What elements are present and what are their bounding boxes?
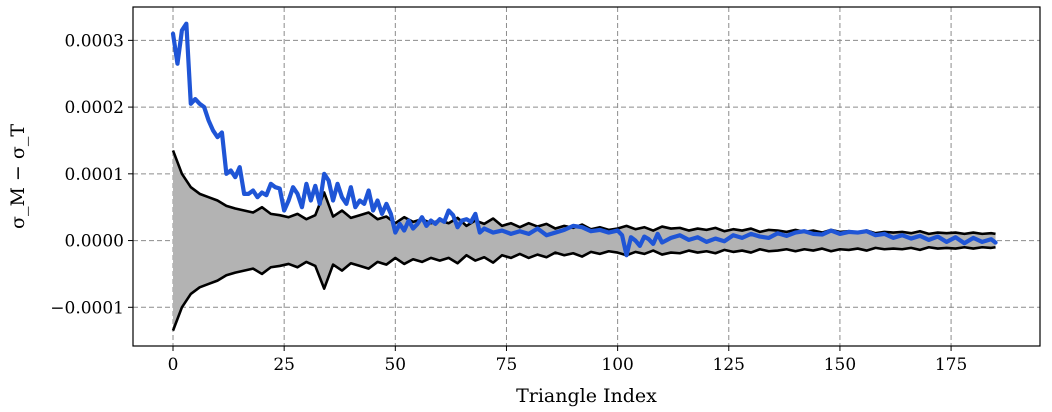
- gridlines: [133, 7, 1040, 346]
- x-tick-label: 75: [496, 355, 518, 375]
- x-tick-label: 50: [384, 355, 406, 375]
- axis-ticks: 0 25 50 75 100 125 150 175 −0.0001 0.0000 0.0001 0.…: [50, 31, 967, 375]
- envelope-lower-line: [171, 245, 996, 332]
- y-tick-label: −0.0001: [50, 298, 124, 318]
- series-lines: [170, 21, 998, 332]
- x-tick-label: 25: [273, 355, 295, 375]
- difference-line: [170, 21, 998, 258]
- x-axis-label: Triangle Index: [516, 385, 657, 407]
- y-tick-label: 0.0003: [65, 31, 124, 51]
- y-tick-label: 0.0002: [65, 98, 124, 118]
- x-tick-label: 100: [601, 355, 633, 375]
- plot-frame: [132, 6, 1041, 347]
- x-tick-label: 175: [935, 355, 967, 375]
- y-axis-label: σ_M − σ_T: [7, 124, 29, 229]
- x-tick-label: 0: [168, 355, 179, 375]
- envelope-band: [173, 150, 996, 331]
- envelope-fill: [173, 150, 996, 331]
- y-tick-label: 0.0001: [65, 165, 124, 185]
- x-tick-label: 150: [824, 355, 856, 375]
- y-tick-label: 0.0000: [65, 232, 124, 252]
- x-tick-label: 125: [713, 355, 745, 375]
